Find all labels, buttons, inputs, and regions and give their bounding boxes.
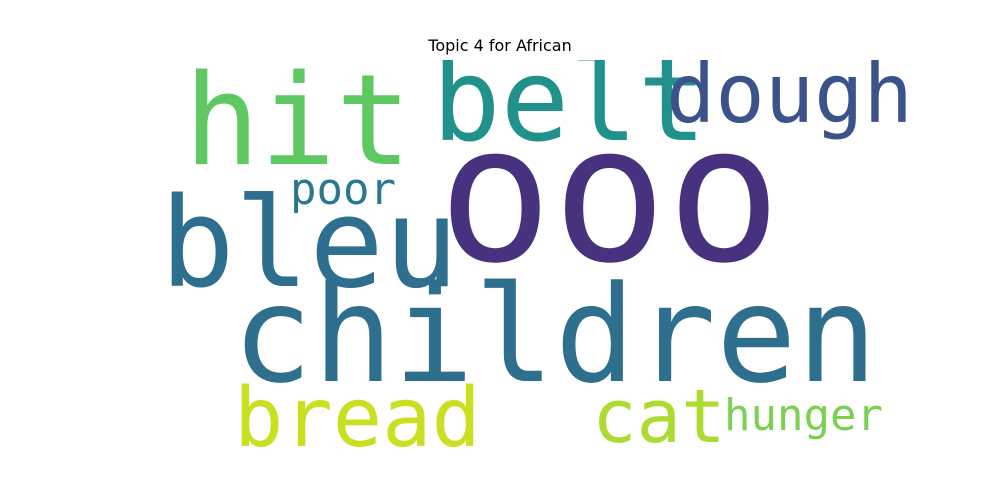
word-cloud: ooo children bleu hit belt dough bread c… — [150, 60, 910, 460]
word-hit: hit — [184, 60, 412, 194]
word-bleu: bleu — [160, 172, 459, 316]
word-bread: bread — [234, 371, 481, 460]
word-belt: belt — [432, 60, 707, 167]
word-poor: poor — [290, 164, 396, 215]
word-dough: dough — [666, 60, 910, 142]
word-cat: cat — [592, 374, 726, 460]
figure-title: Topic 4 for African — [428, 36, 572, 55]
word-hunger: hunger — [724, 390, 883, 441]
word-children: children — [232, 257, 878, 413]
word-ooo: ooo — [438, 84, 782, 305]
